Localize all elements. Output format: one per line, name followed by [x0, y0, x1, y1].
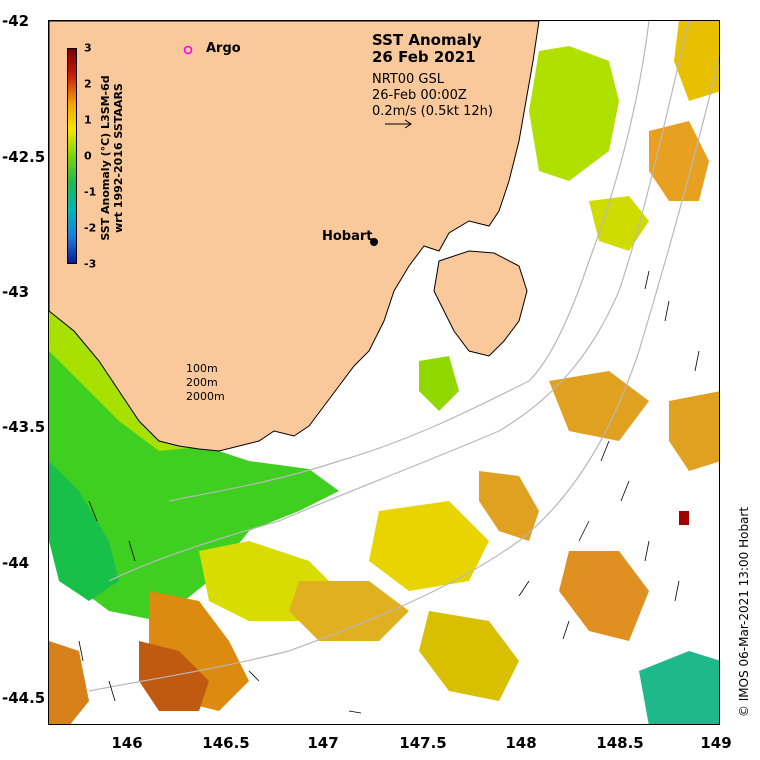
bathymetry-contours	[88, 21, 719, 692]
sst-patch-se-teal	[639, 651, 719, 724]
colorbar-tick: 0	[84, 149, 92, 163]
depth-legend-200m: 200m	[186, 376, 218, 389]
sst-patch-ne-yellow	[674, 21, 719, 101]
colorbar-tick: -2	[84, 221, 97, 235]
sst-patch-south-yellow	[419, 611, 519, 701]
colorbar-tick: -3	[84, 257, 97, 271]
y-tick-label: -42	[2, 12, 30, 30]
x-tick-label: 149	[700, 734, 732, 752]
y-tick-label: -43	[2, 283, 30, 301]
colorbar-tick: 1	[84, 113, 92, 127]
subtitle-line: 26-Feb 00:00Z	[372, 88, 467, 103]
sst-patch-sw-orange	[49, 641, 89, 724]
sst-patch-west-bright-green	[49, 461, 119, 601]
sst-patch-east-orange1	[479, 471, 539, 541]
map-title-block: SST Anomaly 26 Feb 2021 NRT00 GSL 26-Feb…	[372, 32, 493, 120]
scale-arrow-head	[404, 119, 412, 129]
x-tick-label: 146	[111, 734, 143, 752]
sst-patch-east-greenish	[419, 356, 459, 411]
colorbar-tick: 2	[84, 77, 92, 91]
map-panel[interactable]	[48, 20, 720, 725]
map-title: SST Anomaly	[372, 31, 482, 49]
hobart-marker	[370, 238, 378, 246]
sst-patch-se-orange	[559, 551, 649, 641]
sst-hotspot-red	[679, 511, 689, 525]
argo-marker	[183, 45, 193, 55]
x-tick-label: 147	[307, 734, 339, 752]
x-tick-label: 148	[505, 734, 537, 752]
colorbar-label-line2: wrt 1992-2016 SSTAARS	[112, 83, 125, 233]
colorbar-label-line1: SST Anomaly (°C) L3SM-6d	[99, 75, 112, 241]
colorbar-label: SST Anomaly (°C) L3SM-6d wrt 1992-2016 S…	[99, 58, 125, 258]
sst-patch-mid-orange	[289, 581, 409, 641]
argo-label: Argo	[206, 41, 241, 56]
colorbar-tick: 3	[84, 41, 92, 55]
subtitle-line: NRT00 GSL	[372, 72, 444, 87]
sst-patch-east-yellow	[369, 501, 489, 591]
x-tick-label: 147.5	[399, 734, 447, 752]
map-canvas	[49, 21, 719, 724]
tasmania-land	[49, 21, 540, 452]
subtitle-line: 0.2m/s (0.5kt 12h)	[372, 104, 493, 119]
x-tick-label: 146.5	[202, 734, 250, 752]
sst-anomaly-layer	[49, 21, 719, 724]
y-tick-label: -44.5	[2, 689, 46, 707]
contour-100m	[168, 21, 650, 502]
current-vectors	[78, 270, 700, 714]
y-tick-label: -44	[2, 554, 30, 572]
contour-2000m	[88, 56, 719, 692]
colorbar-gradient	[67, 48, 77, 264]
hobart-label: Hobart	[322, 229, 373, 244]
depth-legend-100m: 100m	[186, 362, 218, 375]
imos-credit: © IMOS 06-Mar-2021 13:00 Hobart	[737, 506, 751, 718]
y-tick-label: -42.5	[2, 148, 46, 166]
y-tick-label: -43.5	[2, 418, 46, 436]
map-date: 26 Feb 2021	[372, 48, 476, 66]
sst-patch-north-green	[589, 196, 649, 251]
contour-200m	[108, 21, 690, 582]
colorbar-tick: -1	[84, 185, 97, 199]
sst-patch-east-orange2	[549, 371, 649, 441]
depth-legend-2000m: 2000m	[186, 390, 225, 403]
sst-patch-south-brown	[139, 641, 209, 711]
sst-patch-east-orange3	[669, 391, 719, 471]
sst-patch-ne-green	[529, 46, 619, 181]
tasman-peninsula	[433, 250, 528, 357]
x-tick-label: 148.5	[596, 734, 644, 752]
sst-patch-ne-orange	[649, 121, 709, 201]
